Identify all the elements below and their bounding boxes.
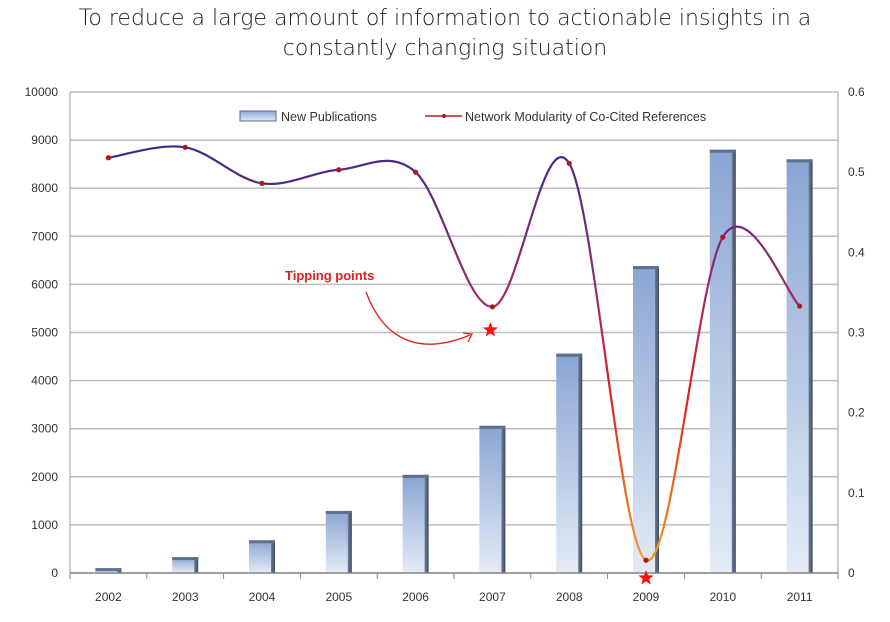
right-axis-tick-label: 0.5 [848,165,865,179]
left-axis-tick-label: 4000 [31,374,58,388]
modularity-point-2002 [105,155,111,161]
bar-shadow [271,540,275,573]
left-axis-tick-label: 5000 [31,326,58,340]
bar-2005 [325,510,352,573]
modularity-point-2010 [720,234,726,240]
left-axis-tick-label: 9000 [31,133,58,147]
modularity-point-2005 [336,167,342,173]
x-axis-tick-label: 2005 [325,590,352,604]
bar-top [325,510,352,514]
legend-label-publications: New Publications [281,110,377,124]
x-axis-tick-label: 2007 [479,590,506,604]
left-axis-tick-label: 6000 [31,277,58,291]
right-axis-tick-label: 0.4 [848,245,865,259]
bar-2004 [249,540,275,573]
x-axis-tick-label: 2008 [556,590,583,604]
left-axis-tick-label: 3000 [31,422,58,436]
bar-top [249,540,275,544]
tipping-point-star-2007 [482,322,499,337]
bar-shadow [347,510,352,573]
legend: New Publications Network Modularity of C… [239,110,706,124]
bar-shadow [578,353,583,573]
bar-shadow [424,474,429,573]
right-axis-tick-label: 0 [848,566,855,580]
legend-line-marker [442,114,446,118]
modularity-line [108,145,801,562]
bar-top [95,568,122,572]
bar-shadow [731,149,736,573]
bar-top [633,266,659,270]
bar-top [402,474,429,478]
annotation-arrowhead [462,332,473,343]
modularity-point-2008 [566,160,572,166]
bar-shadow [501,425,506,573]
right-axis-tick-label: 0.1 [848,486,865,500]
x-axis-tick-label: 2006 [402,590,429,604]
tipping-point-star-2009 [638,570,654,585]
bar-2009 [633,266,659,573]
right-axis-tick-label: 0.6 [848,85,865,99]
left-axis-tick-label: 2000 [31,470,58,484]
bar-top [786,159,813,163]
bar-2003 [172,557,199,573]
left-axis-tick-label: 7000 [31,229,58,243]
bar-2010 [709,149,736,573]
legend-bar-swatch [239,110,277,122]
bar-2006 [402,474,429,573]
x-axis-tick-label: 2010 [709,590,736,604]
modularity-point-2011 [797,303,803,309]
left-axis-tick-label: 1000 [31,518,58,532]
x-axis-tick-label: 2004 [249,590,276,604]
modularity-point-2006 [413,169,419,175]
bar-top [709,149,736,153]
chart-title-line: constantly changing situation [282,36,608,61]
legend-label-modularity: Network Modularity of Co-Cited Reference… [465,110,706,124]
left-axis-tick-label: 8000 [31,181,58,195]
left-axis-tick-label: 0 [51,566,58,580]
bar-shadow [194,557,199,573]
x-axis-tick-label: 2003 [172,590,199,604]
bar-top [172,557,199,561]
x-axis-tick-label: 2002 [95,590,122,604]
annotation: Tipping points [285,268,654,585]
bar-top [479,425,506,429]
bar-shadow [808,159,813,573]
bar-2007 [479,425,506,573]
bar-2008 [556,353,583,573]
bar-top [556,353,583,357]
annotation-tipping-points: Tipping points [285,268,374,283]
chart-title: To reduce a large amount of information … [0,4,890,64]
modularity-point-2003 [182,144,188,150]
left-axis-tick-label: 10000 [25,85,59,99]
chart-title-line: To reduce a large amount of information … [78,6,812,31]
right-axis-tick-label: 0.3 [848,326,865,340]
modularity-point-2009 [643,557,649,563]
right-axis-tick-label: 0.2 [848,406,865,420]
bar-shadow [655,266,659,573]
x-axis-tick-label: 2011 [787,590,813,604]
modularity-point-2004 [259,180,265,186]
annotation-arrow [365,291,471,345]
bar-2011 [786,159,813,573]
modularity-point-2007 [489,304,495,310]
x-axis-tick-label: 2009 [633,590,660,604]
